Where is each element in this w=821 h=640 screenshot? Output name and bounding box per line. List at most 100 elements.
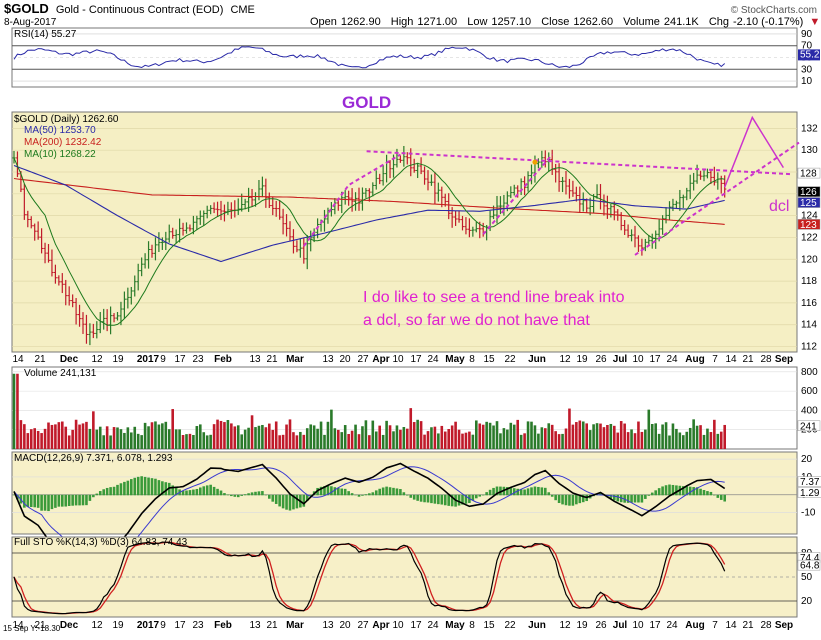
volume-bar [357,434,361,449]
macd-histogram-bar [240,494,243,496]
volume-bar [92,411,95,449]
volume-bar [230,423,233,449]
macd-tick-label: -10 [801,508,816,519]
macd-histogram-bar [544,487,547,496]
macd-histogram-bar [47,494,50,512]
macd-histogram-bar [123,481,126,496]
macd-histogram-bar [36,494,40,508]
volume-bar [202,432,206,449]
volume-bar [333,428,337,449]
macd-histogram-bar [613,494,616,501]
open-label: Open [310,16,337,28]
macd-histogram-bar [133,477,137,496]
macd-histogram-bar [495,486,499,496]
macd-hist-badge [797,487,821,498]
x-axis-label: 24 [666,354,678,365]
volume-bar [716,433,720,449]
macd-histogram-bar [226,494,230,496]
x-axis-label: Dec [60,354,79,365]
volume-bar [326,421,330,449]
macd-histogram-bar [330,486,333,496]
comment-line-1: I do like to see a trend line break into [363,289,625,306]
volume-bar [161,423,164,449]
volume-bar [364,420,368,449]
volume-bar [181,435,185,449]
macd-histogram-bar [699,488,702,496]
volume-bar [323,434,326,449]
macd-histogram-bar [416,494,419,501]
macd-last-label: 7.37 [800,477,820,488]
volume-bar [699,425,702,449]
volume-bar [285,424,288,449]
price-last-label: 126 [800,187,817,198]
volume-bar [540,427,544,449]
macd-histogram-bar [578,494,582,504]
x-axis-label: Sep [775,354,793,365]
macd-histogram-bar [271,494,275,502]
volume-bar [81,423,85,449]
x-axis-label: 24 [427,354,439,365]
volume-bar [64,426,68,449]
macd-histogram-bar [675,485,678,496]
volume-bar [392,431,395,449]
macd-histogram-bar [40,494,43,511]
macd-histogram-bar [368,493,371,496]
price-tick-label: 120 [801,254,818,265]
macd-histogram-bar [236,494,240,498]
macd-histogram-bar [526,488,530,496]
macd-histogram-bar [157,480,161,496]
price-tick-label: 116 [801,298,817,309]
volume-bar [443,431,447,449]
volume-bar [143,422,147,449]
volume-bar [709,432,713,449]
volume-bar [719,431,723,449]
macd-histogram-bar [278,494,281,507]
macd-histogram-bar [475,494,478,499]
volume-value: 241.1K [664,16,700,28]
macd-histogram-bar [257,491,261,496]
macd-histogram-bar [402,492,406,496]
macd-histogram-bar [164,482,168,496]
volume-bar [264,427,268,449]
volume-bar [271,429,275,449]
volume-bar [147,426,150,449]
sto-tick-label: 20 [801,596,813,607]
macd-histogram-bar [233,494,237,497]
macd-histogram-bar [695,487,699,496]
x-axis-label: 21 [742,620,754,631]
volume-bar [243,429,247,449]
low-value: 1257.10 [491,16,531,28]
macd-histogram-bar [644,494,647,499]
macd-histogram-bar [568,494,571,506]
macd-histogram-bar [171,485,174,496]
x-axis-label: Feb [214,354,232,365]
x-axis-label: 7 [712,354,718,365]
volume-bar [109,435,112,449]
macd-histogram-bar [716,494,720,498]
volume-bar [250,415,254,449]
volume-bar [602,427,606,449]
volume-bar [195,426,199,449]
comment-line-2: a dcl, so far we do not have that [363,312,590,329]
macd-histogram-bar [161,481,164,496]
volume-bar [557,434,561,449]
macd-histogram-bar [630,494,633,503]
macd-histogram-bar [530,487,533,496]
x-axis-label: 14 [725,620,737,631]
sto-k-label: 64.8 [800,561,820,572]
sto-panel: 80502074.464.8 [11,536,821,618]
macd-histogram-bar [581,494,585,503]
volume-bar [219,420,223,449]
macd-histogram-bar [719,494,723,500]
volume-bar [623,423,626,449]
volume-bar [47,422,50,449]
x-axis-label: 17 [649,620,661,631]
macd-histogram-bar [302,494,306,507]
macd-histogram-bar [61,494,64,507]
volume-bar [592,424,595,449]
x-axis-label: 28 [760,620,772,631]
x-axis-label: 17 [649,354,661,365]
volume-panel: 800600400200241 [11,366,821,450]
macd-histogram-bar [33,494,36,508]
volume-bar [626,432,630,449]
